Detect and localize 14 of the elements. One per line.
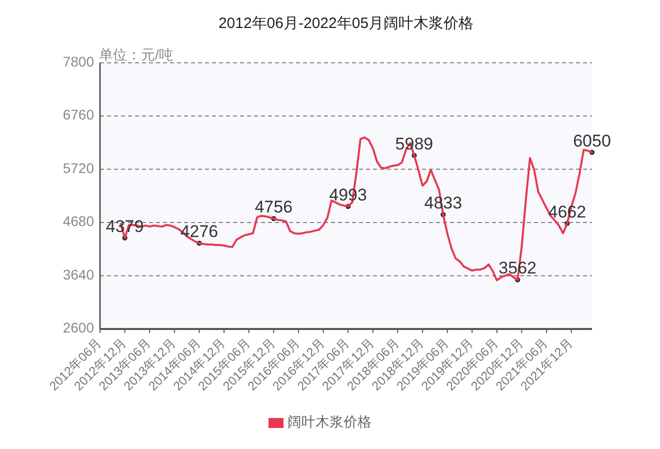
data-label: 6050 bbox=[573, 131, 611, 150]
y-axis-title: 单位：元/吨 bbox=[99, 46, 173, 63]
y-tick-label: 6760 bbox=[62, 106, 94, 123]
legend-label: 阔叶木浆价格 bbox=[288, 414, 372, 430]
data-label: 4276 bbox=[180, 222, 218, 242]
y-tick-label: 2600 bbox=[62, 320, 94, 336]
y-tick-label: 3640 bbox=[62, 266, 94, 282]
data-label: 5989 bbox=[395, 134, 434, 154]
y-tick-label: 4680 bbox=[62, 213, 94, 230]
y-tick-label: 7800 bbox=[62, 53, 94, 70]
y-tick-label: 5720 bbox=[62, 160, 94, 176]
data-label: 4756 bbox=[254, 198, 293, 217]
legend: 阔叶木浆价格 bbox=[268, 414, 372, 430]
chart-title: 2012年06月-2022年05月阔叶木浆价格 bbox=[218, 15, 474, 32]
